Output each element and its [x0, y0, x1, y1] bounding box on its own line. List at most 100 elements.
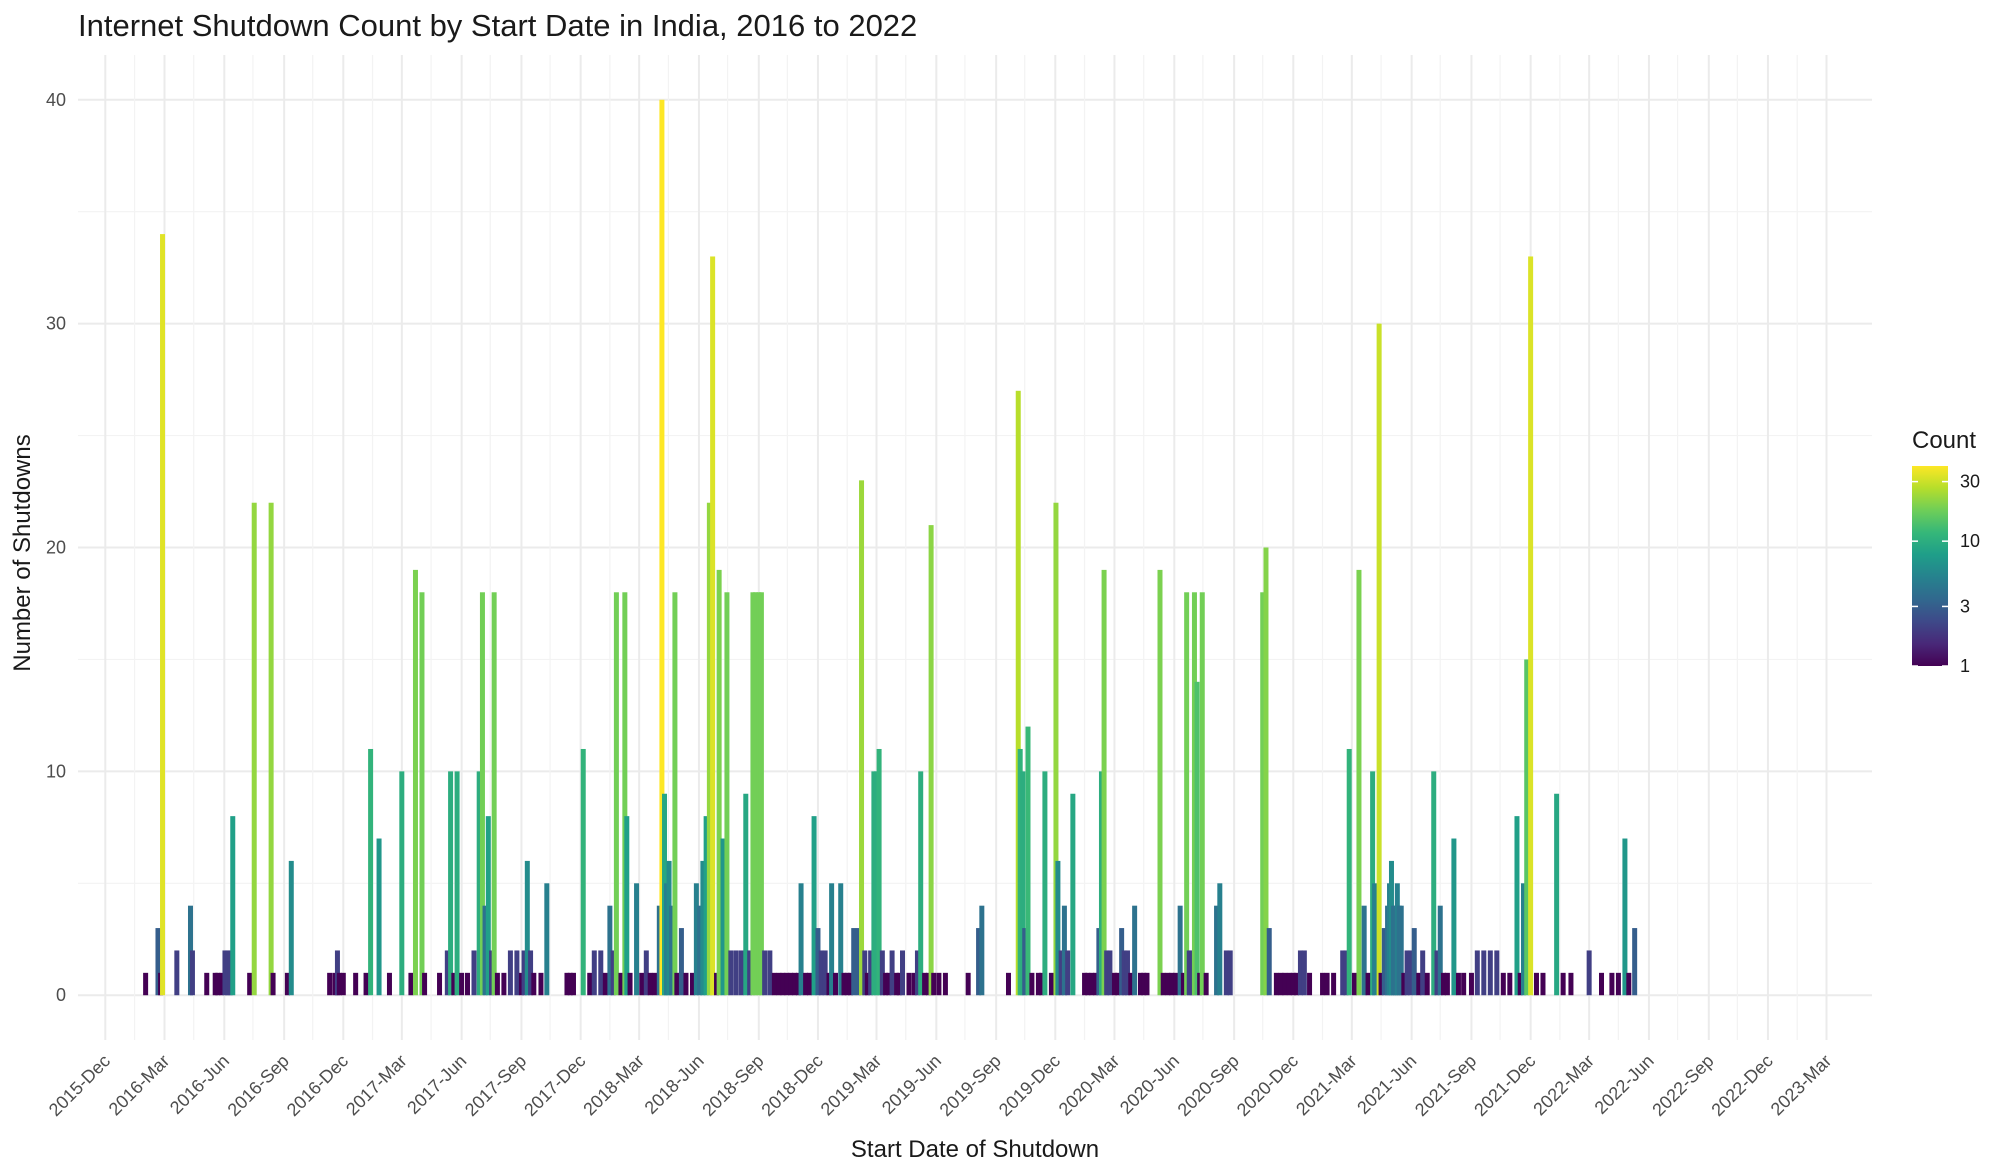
bar [451, 972, 457, 996]
x-tick-label: 2020-Jun [1116, 1051, 1183, 1118]
bar [697, 905, 703, 996]
x-tick-label: 2017-Sep [461, 1051, 530, 1120]
bar [155, 928, 161, 996]
bar [1180, 972, 1186, 996]
bar [1378, 972, 1384, 996]
x-tick-label: 2018-Jun [641, 1051, 708, 1118]
legend-tick-label: 10 [1960, 531, 1980, 551]
x-tick-label: 2016-Mar [105, 1051, 174, 1120]
bar [979, 905, 985, 996]
bar [1160, 972, 1166, 996]
bar [1307, 972, 1313, 996]
bar [1615, 972, 1621, 996]
bar [1437, 905, 1443, 996]
x-tick-label: 2022-Jun [1591, 1051, 1658, 1118]
bar [399, 771, 405, 996]
bar [674, 972, 680, 996]
bar [507, 950, 513, 996]
x-tick-label: 2021-Mar [1292, 1051, 1361, 1120]
bar [1440, 972, 1446, 996]
legend-tick-label: 30 [1960, 472, 1980, 492]
bar [1376, 323, 1382, 996]
bar [444, 950, 450, 996]
bar [1455, 972, 1461, 996]
bar [618, 972, 624, 996]
bar [1626, 972, 1632, 996]
bar [879, 950, 885, 996]
bar [1048, 972, 1054, 996]
bar [663, 883, 669, 996]
bar [639, 972, 645, 996]
bar [340, 972, 346, 996]
bar [710, 256, 716, 996]
bar [1424, 972, 1430, 996]
bar [1324, 972, 1330, 996]
bar [928, 525, 934, 996]
bar [750, 592, 756, 996]
bar [886, 972, 892, 996]
bar [724, 592, 730, 996]
bar [1035, 972, 1041, 996]
bar [706, 502, 712, 996]
bar [1058, 950, 1064, 996]
x-tick-label: 2019-Sep [936, 1051, 1005, 1120]
bar [485, 816, 491, 996]
bar [1121, 950, 1127, 996]
bar [1263, 547, 1269, 996]
x-tick-label: 2017-Mar [342, 1051, 411, 1120]
bar [1089, 972, 1095, 996]
bar [1290, 972, 1296, 996]
bar [1266, 928, 1272, 996]
bar [491, 592, 497, 996]
bar [1107, 950, 1113, 996]
bar [714, 972, 720, 996]
bar [1434, 950, 1440, 996]
bar [1260, 592, 1266, 996]
bar [1331, 972, 1337, 996]
bar [1320, 972, 1326, 996]
bar [716, 569, 722, 996]
bar [1411, 928, 1417, 996]
bar [1082, 972, 1088, 996]
bar [784, 972, 790, 996]
bar [1444, 972, 1450, 996]
bar [689, 972, 695, 996]
bar [1203, 972, 1209, 996]
bar [1356, 569, 1362, 996]
bar [1514, 816, 1520, 996]
bar [332, 972, 338, 996]
bar [204, 972, 210, 996]
bar [1609, 972, 1615, 996]
legend-tick-label: 3 [1960, 596, 1970, 616]
bar [587, 972, 593, 996]
bar [807, 972, 813, 996]
x-axis-ticks: 2015-Dec2016-Mar2016-Jun2016-Sep2016-Dec… [45, 1051, 1836, 1120]
bar [693, 883, 699, 996]
bar [1141, 972, 1147, 996]
bar [1407, 950, 1413, 996]
bar [700, 860, 706, 996]
bar [1005, 972, 1011, 996]
y-tick-label: 10 [46, 761, 66, 781]
bar [788, 972, 794, 996]
bar [771, 972, 777, 996]
bar [1039, 972, 1045, 996]
bar [189, 950, 195, 996]
bar [1015, 390, 1021, 996]
bar [627, 972, 633, 996]
bar [931, 972, 937, 996]
bar [883, 972, 889, 996]
bar [894, 972, 900, 996]
bar [822, 950, 828, 996]
bar [1093, 972, 1099, 996]
bar [1053, 502, 1059, 996]
bar [1533, 972, 1539, 996]
bar [376, 838, 382, 996]
bar [386, 972, 392, 996]
bar [669, 905, 675, 996]
bar [1343, 950, 1349, 996]
bar [268, 502, 274, 996]
bar [1177, 905, 1183, 996]
bar [544, 883, 550, 996]
x-axis-title: Start Date of Shutdown [851, 1136, 1099, 1163]
